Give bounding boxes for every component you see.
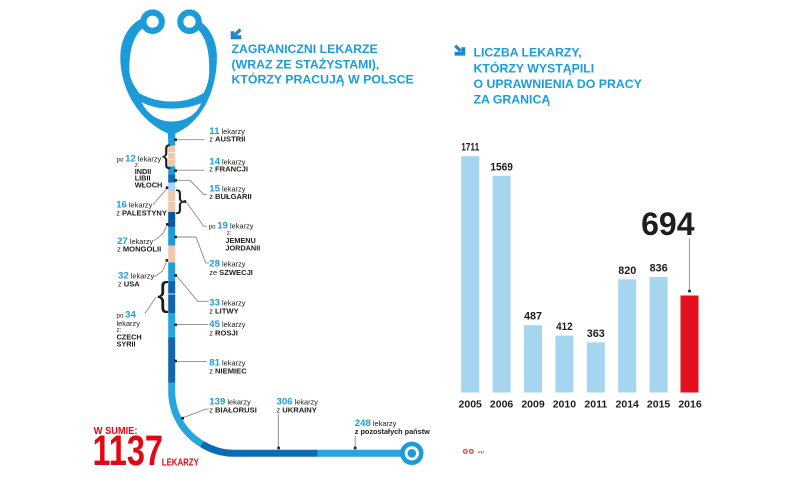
- svg-text:}: }: [176, 185, 185, 215]
- svg-text:14 lekarzy: 14 lekarzy: [209, 157, 245, 168]
- svg-text:27 lekarzy: 27 lekarzy: [117, 236, 153, 247]
- svg-text:RM: RM: [478, 450, 484, 455]
- svg-text:836: 836: [650, 263, 668, 275]
- svg-text:2009: 2009: [521, 399, 545, 411]
- svg-text:CZECH: CZECH: [117, 333, 142, 342]
- svg-text:z LITWY: z LITWY: [209, 306, 238, 315]
- svg-text:2011: 2011: [584, 399, 607, 411]
- svg-text:po 34: po 34: [117, 309, 137, 320]
- svg-text:2015: 2015: [647, 399, 671, 411]
- svg-text:O UPRAWNIENIA DO PRACY: O UPRAWNIENIA DO PRACY: [474, 77, 642, 91]
- svg-text:LICZBA LEKARZY,: LICZBA LEKARZY,: [474, 46, 582, 60]
- svg-text:LIBII: LIBII: [135, 174, 151, 183]
- svg-text:W SUMIE:: W SUMIE:: [94, 426, 138, 437]
- svg-text:z UKRAINY: z UKRAINY: [277, 405, 317, 414]
- svg-text:po 19 lekarzy: po 19 lekarzy: [209, 221, 254, 232]
- svg-text:81 lekarzy: 81 lekarzy: [209, 358, 245, 369]
- svg-text:2014: 2014: [616, 399, 640, 411]
- svg-text:z NIEMIEC: z NIEMIEC: [209, 366, 247, 375]
- svg-text:z BIAŁORUSI: z BIAŁORUSI: [209, 405, 257, 414]
- svg-text:32 lekarzy: 32 lekarzy: [118, 271, 154, 282]
- svg-text:z:: z:: [135, 162, 140, 169]
- svg-text:JORDANII: JORDANII: [225, 243, 260, 252]
- svg-text:z PALESTYNY: z PALESTYNY: [116, 209, 167, 218]
- svg-text:ze SZWECJI: ze SZWECJI: [209, 268, 253, 277]
- svg-text:2010: 2010: [553, 399, 577, 411]
- svg-text:1137: 1137: [93, 427, 164, 475]
- svg-text:11 lekarzy: 11 lekarzy: [209, 126, 245, 137]
- svg-text:JEMENU: JEMENU: [225, 236, 255, 245]
- svg-text:z:: z:: [227, 230, 232, 237]
- svg-text:z FRANCJI: z FRANCJI: [209, 164, 248, 173]
- svg-text:{: {: [157, 276, 168, 314]
- svg-text:487: 487: [524, 311, 542, 323]
- svg-text:(WRAZ ZE STAŻYSTAMI),: (WRAZ ZE STAŻYSTAMI),: [232, 57, 380, 72]
- svg-text:28 lekarzy: 28 lekarzy: [209, 258, 245, 269]
- svg-text:LEKARZY: LEKARZY: [162, 457, 199, 468]
- svg-text:INDII: INDII: [135, 167, 152, 176]
- svg-text:z MONGOLII: z MONGOLII: [117, 245, 161, 254]
- svg-text:15 lekarzy: 15 lekarzy: [209, 184, 245, 195]
- svg-text:z pozostałych państw: z pozostałych państw: [355, 427, 430, 436]
- svg-text:{: {: [162, 139, 171, 169]
- svg-text:363: 363: [587, 328, 605, 340]
- svg-text:po 12 lekarzy: po 12 lekarzy: [117, 154, 162, 165]
- svg-text:SYRII: SYRII: [117, 340, 136, 349]
- svg-text:139 lekarzy: 139 lekarzy: [209, 397, 251, 408]
- svg-text:KTÓRZY PRACUJĄ W POLSCE: KTÓRZY PRACUJĄ W POLSCE: [232, 72, 414, 87]
- svg-text:16 lekarzy: 16 lekarzy: [116, 200, 152, 211]
- svg-text:ZA GRANICĄ: ZA GRANICĄ: [474, 92, 551, 106]
- svg-text:z:: z:: [117, 327, 122, 334]
- svg-text:1569: 1569: [490, 161, 513, 173]
- svg-text:2016: 2016: [678, 399, 702, 411]
- svg-text:KTÓRZY WYSTĄPILI: KTÓRZY WYSTĄPILI: [474, 60, 595, 75]
- svg-text:306 lekarzy: 306 lekarzy: [277, 397, 319, 408]
- svg-text:WŁOCH: WŁOCH: [135, 180, 163, 189]
- svg-text:z USA: z USA: [118, 280, 140, 289]
- svg-text:33 lekarzy: 33 lekarzy: [209, 297, 245, 308]
- svg-text:1711: 1711: [461, 142, 479, 154]
- svg-text:z AUSTRII: z AUSTRII: [209, 135, 245, 144]
- svg-text:45 lekarzy: 45 lekarzy: [209, 319, 245, 330]
- svg-text:2005: 2005: [459, 399, 483, 411]
- svg-text:412: 412: [556, 321, 573, 333]
- svg-text:820: 820: [618, 265, 636, 277]
- svg-text:ZAGRANICZNI LEKARZE: ZAGRANICZNI LEKARZE: [232, 42, 378, 56]
- svg-text:694: 694: [641, 206, 695, 242]
- svg-text:2006: 2006: [490, 399, 514, 411]
- svg-text:lekarzy: lekarzy: [117, 319, 141, 328]
- svg-text:248 lekarzy: 248 lekarzy: [355, 418, 397, 429]
- svg-text:z BUŁGARII: z BUŁGARII: [209, 192, 251, 201]
- svg-text:z ROSJI: z ROSJI: [209, 329, 238, 338]
